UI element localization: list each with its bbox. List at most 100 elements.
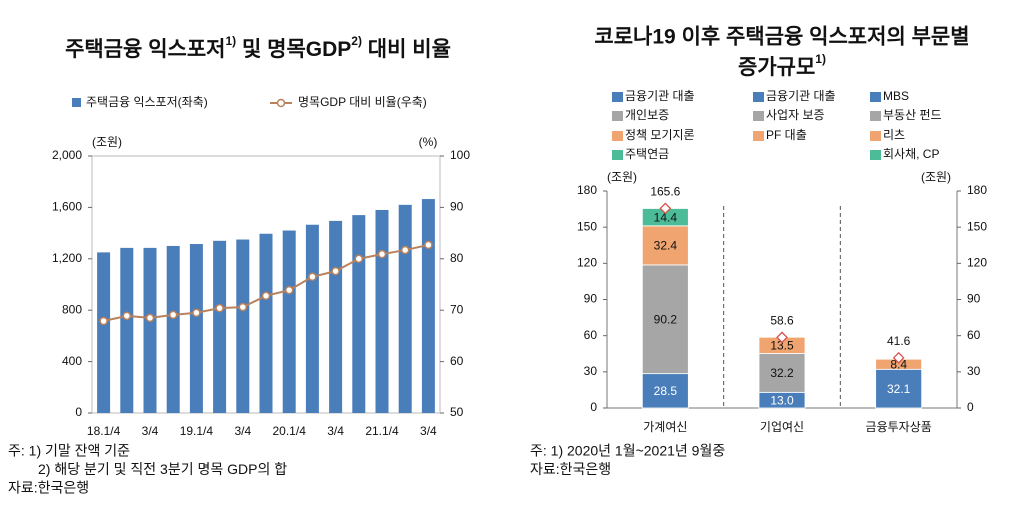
- line-point: [284, 285, 294, 295]
- y2-tick-label: 70: [450, 302, 464, 316]
- line-point: [424, 240, 433, 250]
- line-point: [331, 266, 340, 276]
- line-point: [215, 303, 224, 313]
- legend-label: MBS: [883, 89, 909, 103]
- total-label: 41.6: [887, 334, 911, 348]
- line-point: [99, 316, 108, 326]
- bar: [259, 233, 273, 413]
- y2-tick-label: 60: [967, 328, 981, 342]
- x-tick-label: 21.1/4: [365, 424, 399, 438]
- y2-tick-label: 180: [967, 183, 987, 197]
- line-point: [122, 311, 132, 321]
- title-part: 주택금융 익스포저: [65, 38, 225, 61]
- legend-swatch: [612, 150, 623, 160]
- y-tick-label: 800: [62, 302, 82, 316]
- legend-label: 개인보증: [625, 108, 669, 122]
- y2-tick-label: 60: [450, 354, 464, 368]
- data-label: 32.4: [654, 239, 678, 253]
- line-point: [308, 272, 317, 282]
- legend-label: 주택연금: [625, 147, 669, 161]
- legend-swatch: [612, 111, 623, 121]
- y-tick-label: 400: [62, 354, 82, 368]
- y2-tick-label: 100: [450, 148, 470, 162]
- note: 자료:한국은행: [530, 461, 611, 477]
- y-tick-label: 30: [584, 364, 598, 378]
- note: 주: 1) 2020년 1월~2021년 9월중: [530, 443, 725, 459]
- legend-label: 사업자 보증: [766, 108, 825, 122]
- title-sup: 1): [815, 52, 826, 66]
- y-unit: (조원): [607, 170, 637, 184]
- title-part: 대비 비율: [362, 38, 451, 61]
- bar: [352, 215, 366, 413]
- legend-swatch: [612, 131, 623, 141]
- note: 주: 1) 기말 잔액 기준: [8, 443, 130, 459]
- line-point: [238, 302, 248, 312]
- legend-swatch: [870, 111, 881, 121]
- x-tick-label: 기업여신: [760, 420, 804, 434]
- chart-title: 주택금융 익스포저1) 및 명목GDP2) 대비 비율: [65, 34, 451, 60]
- line-point: [168, 310, 178, 320]
- x-tick-label: 3/4: [234, 424, 251, 438]
- title-sup: 1): [225, 34, 236, 48]
- bar: [166, 245, 180, 413]
- bar: [305, 224, 319, 413]
- line-point: [261, 291, 271, 301]
- x-tick-label: 금융투자상품: [866, 420, 932, 434]
- total-label: 165.6: [650, 185, 680, 199]
- total-marker: [659, 202, 672, 215]
- y-tick-label: 90: [584, 292, 598, 306]
- bar-segment: [641, 225, 689, 266]
- data-label: 14.4: [654, 210, 678, 224]
- bar: [375, 209, 389, 413]
- bar: [282, 230, 296, 413]
- bar: [120, 247, 134, 413]
- note: 2) 해당 분기 및 직전 3분기 명목 GDP의 합: [38, 461, 287, 477]
- bar-segment: [758, 353, 806, 393]
- y2-tick-label: 0: [967, 400, 974, 414]
- data-label: 32.2: [770, 366, 794, 380]
- line-point: [377, 249, 387, 259]
- note: 자료:한국은행: [8, 480, 89, 496]
- legend-label: 부동산 펀드: [883, 108, 942, 122]
- y2-tick-label: 80: [450, 251, 464, 265]
- line-point: [192, 308, 201, 318]
- legend-swatch: [870, 92, 881, 102]
- bar: [213, 240, 227, 413]
- data-label: 8.4: [890, 357, 907, 371]
- y-tick-label: 120: [577, 256, 597, 270]
- bar: [143, 247, 157, 413]
- x-tick-label: 19.1/4: [180, 424, 214, 438]
- chart-title: 증가규모1): [738, 52, 826, 78]
- y2-tick-label: 30: [967, 364, 981, 378]
- bar: [398, 204, 412, 413]
- legend-label: 명목GDP 대비 비율(우축): [298, 95, 427, 109]
- legend-swatch: [870, 131, 881, 141]
- bar: [189, 244, 203, 413]
- legend-label: 리츠: [883, 128, 905, 142]
- y2-tick-label: 120: [967, 256, 987, 270]
- data-label: 13.0: [770, 393, 794, 407]
- y-tick-label: 150: [577, 219, 597, 233]
- y2-tick-label: 50: [450, 405, 464, 419]
- data-label: 90.2: [654, 312, 678, 326]
- line-point: [400, 245, 410, 255]
- y-tick-label: 180: [577, 183, 597, 197]
- x-tick-label: 3/4: [420, 424, 437, 438]
- bar: [97, 252, 111, 413]
- legend-swatch: [753, 111, 764, 121]
- title-sup: 2): [351, 34, 362, 48]
- legend-label: 정책 모기지론: [625, 127, 695, 142]
- x-tick-label: 20.1/4: [273, 424, 307, 438]
- x-tick-label: 가계여신: [643, 420, 687, 434]
- bar: [236, 239, 250, 413]
- legend-swatch: [870, 150, 881, 160]
- total-label: 58.6: [770, 314, 794, 328]
- x-tick-label: 3/4: [327, 424, 344, 438]
- bar-segment: [641, 264, 689, 375]
- legend-label: 회사채, CP: [883, 147, 939, 161]
- y-tick-label: 0: [75, 405, 82, 419]
- legend-label: 금융기관 대출: [625, 89, 695, 103]
- x-tick-label: 3/4: [142, 424, 159, 438]
- y-tick-label: 60: [584, 328, 598, 342]
